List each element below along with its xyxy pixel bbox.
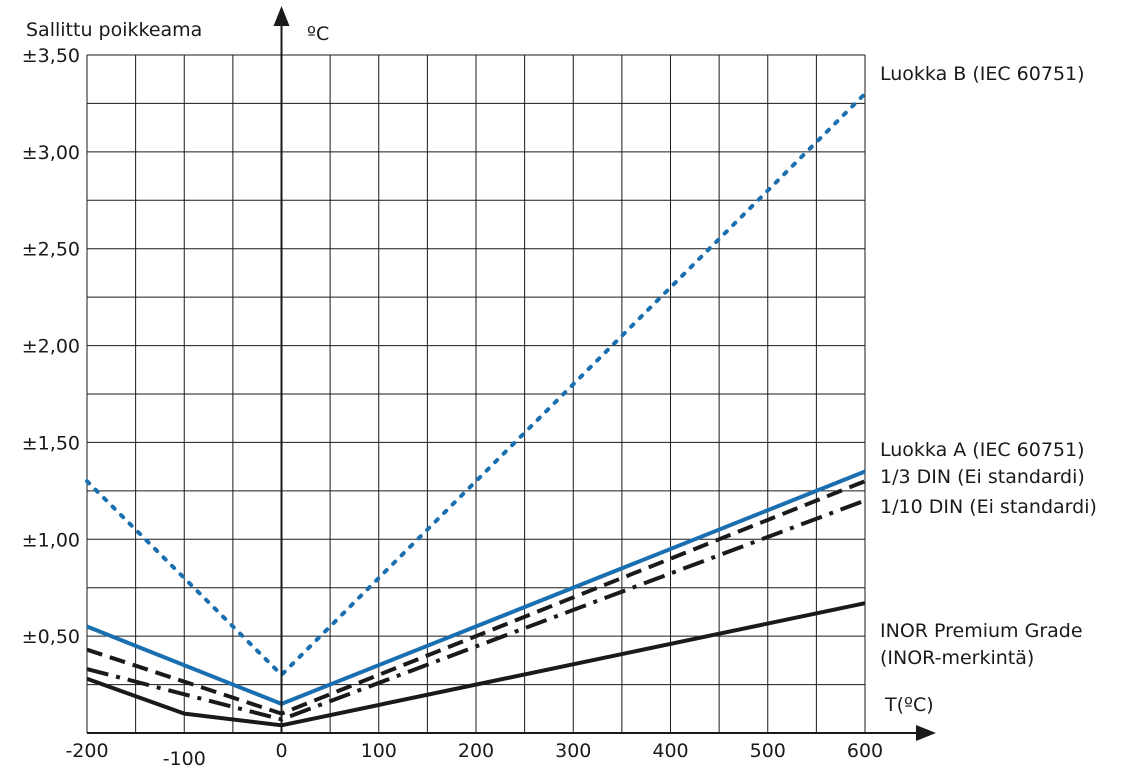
x-tick-label: -100 bbox=[163, 748, 206, 769]
y-axis-arrow bbox=[273, 6, 290, 26]
series-annotation: (INOR-merkintä) bbox=[880, 647, 1034, 669]
y-tick-label: ±3,50 bbox=[22, 45, 80, 67]
x-tick-label: 500 bbox=[750, 740, 786, 762]
x-tick-label: 100 bbox=[361, 740, 397, 762]
chart-labels: -200 -100 0 100 200 300 400 500 600 ±0,50 ±1,00 ±1,… bbox=[22, 19, 1097, 769]
x-tick-label: 200 bbox=[458, 740, 494, 762]
series-label-3: 1/10 DIN (Ei standardi) bbox=[880, 496, 1097, 518]
x-tick-label: 300 bbox=[555, 740, 591, 762]
y-tick-label: ±1,50 bbox=[22, 432, 80, 454]
x-tick-label: 400 bbox=[652, 740, 688, 762]
y-tick-label: ±2,00 bbox=[22, 336, 80, 358]
series-label-2: 1/3 DIN (Ei standardi) bbox=[880, 466, 1085, 488]
y-tick-label: ±3,00 bbox=[22, 142, 80, 164]
series-label-0: Luokka B (IEC 60751) bbox=[880, 63, 1085, 85]
chart-axes bbox=[87, 6, 936, 741]
x-axis-title: T(ºC) bbox=[884, 694, 934, 716]
x-tick-label: 0 bbox=[275, 740, 287, 762]
x-tick-label: -200 bbox=[65, 740, 108, 762]
y-tick-label: ±1,00 bbox=[22, 529, 80, 551]
x-tick-label: 600 bbox=[847, 740, 883, 762]
x-axis-arrow bbox=[916, 725, 936, 741]
y-axis-title: Sallittu poikkeama bbox=[26, 19, 202, 41]
y-tick-label: ±2,50 bbox=[22, 239, 80, 261]
series-label-4: INOR Premium Grade bbox=[880, 620, 1083, 642]
series-line-4 bbox=[86, 601, 866, 728]
y-axis-unit: ºC bbox=[307, 23, 329, 45]
chart-grid bbox=[86, 54, 866, 733]
series-label-1: Luokka A (IEC 60751) bbox=[880, 439, 1085, 461]
y-tick-label: ±0,50 bbox=[22, 626, 80, 648]
